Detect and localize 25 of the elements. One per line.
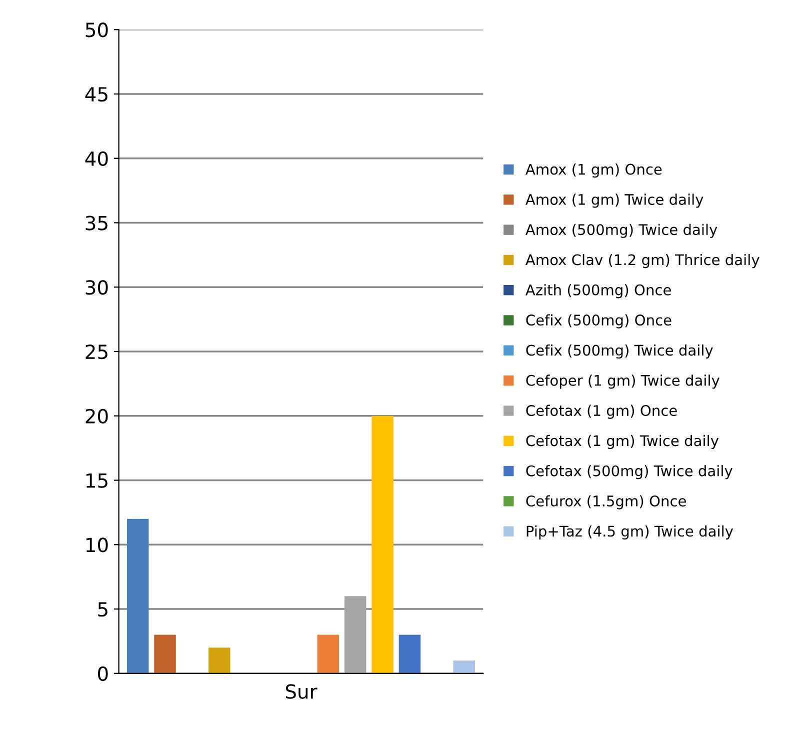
y-tick-label: 30 bbox=[86, 280, 108, 295]
y-tick-label: 25 bbox=[86, 344, 108, 360]
legend-label: Cefix (500mg) Twice daily bbox=[526, 344, 713, 359]
y-tick-label: 45 bbox=[85, 87, 108, 102]
y-tick-label: 0 bbox=[98, 666, 108, 682]
y-tick-label: 5 bbox=[98, 602, 108, 617]
y-tick-label: 15 bbox=[86, 473, 108, 488]
y-tick-label: 50 bbox=[86, 22, 108, 38]
x-axis-title: Sur bbox=[286, 684, 318, 699]
legend-label: Cefotax (1 gm) Once bbox=[526, 404, 677, 419]
legend-label: Cefurox (1.5gm) Once bbox=[526, 495, 686, 510]
legend-label: Cefoper (1 gm) Twice daily bbox=[526, 374, 720, 389]
legend-label: Cefotax (500mg) Twice daily bbox=[526, 465, 732, 480]
legend-label: Pip+Taz (4.5 gm) Twice daily bbox=[526, 525, 734, 540]
legend-label: Amox Clav (1.2 gm) Thrice daily bbox=[526, 254, 760, 268]
y-tick-label: 35 bbox=[86, 216, 108, 230]
legend-label: Amox (1 gm) Once bbox=[526, 164, 662, 178]
y-tick-label: 10 bbox=[86, 538, 108, 552]
y-tick-label: 20 bbox=[86, 408, 108, 424]
legend-label: Amox (500mg) Twice daily bbox=[526, 224, 718, 238]
legend-label: Cefix (500mg) Once bbox=[526, 314, 672, 328]
legend-label: Azith (500mg) Once bbox=[526, 284, 671, 298]
legend-label: Amox (1 gm) Twice daily bbox=[526, 194, 704, 208]
y-tick-label: 40 bbox=[85, 151, 108, 166]
legend-label: Cefotax (1 gm) Twice daily bbox=[526, 434, 719, 450]
